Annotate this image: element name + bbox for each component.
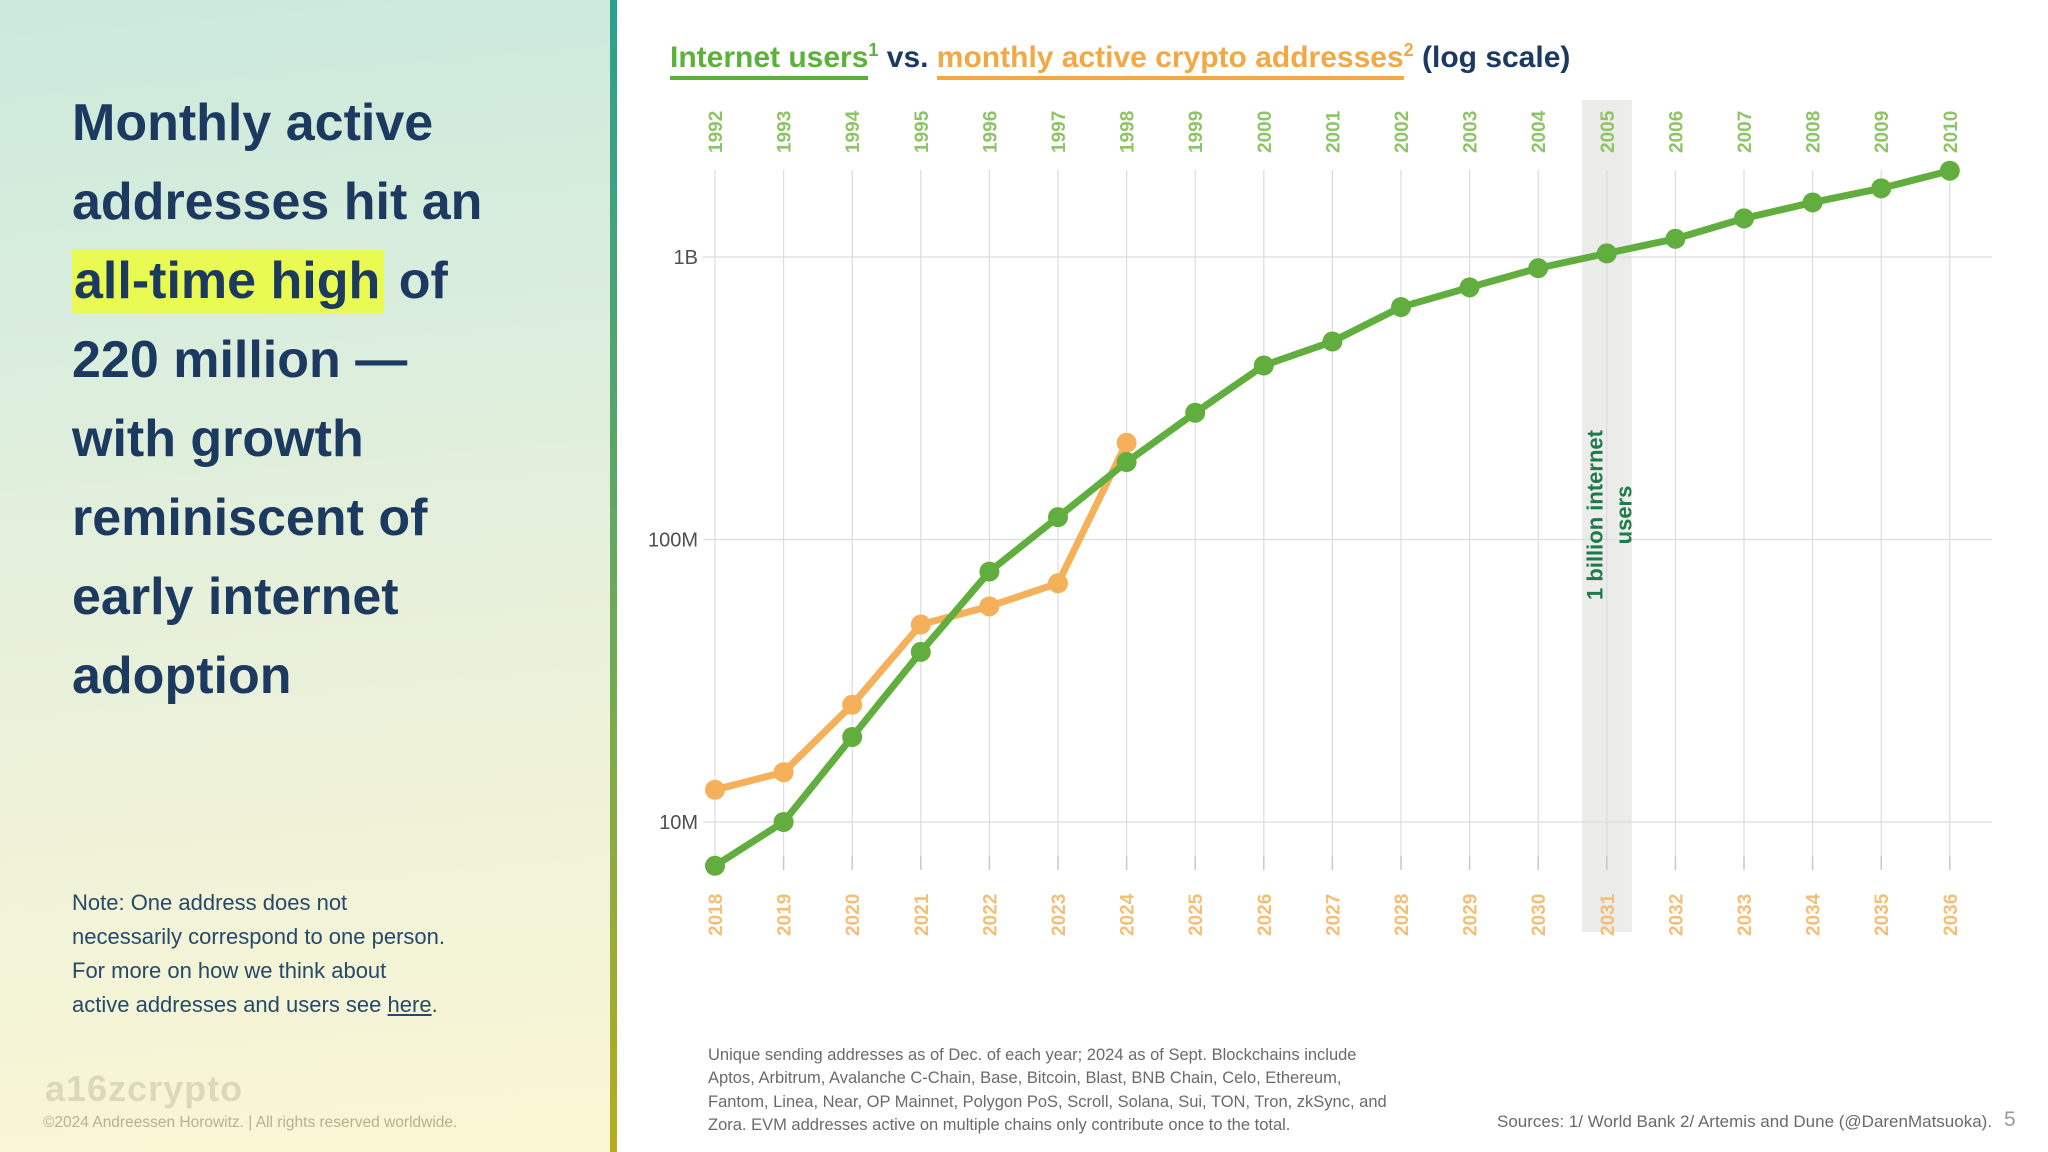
sources-line: Sources: 1/ World Bank 2/ Artemis and Du… [1497, 1112, 1993, 1131]
internet-users-point [910, 641, 931, 662]
monthly-active-crypto-addresses-point [979, 596, 1000, 617]
internet-users-point [1391, 297, 1411, 318]
internet-users-point [1596, 243, 1617, 264]
chart-title-crypto-addresses: monthly active crypto addresses [936, 41, 1404, 80]
internet-users-point [773, 812, 794, 832]
year-label-bottom: 2028 [1392, 894, 1413, 936]
year-label-top: 2004 [1529, 110, 1550, 153]
headline: Monthly active addresses hit an all-time… [72, 84, 582, 716]
year-label-bottom: 2018 [706, 894, 727, 936]
year-label-bottom: 2034 [1804, 893, 1825, 936]
milestone-annotation-line1: 1 billion internet [1582, 430, 1608, 600]
year-label-bottom: 2032 [1666, 894, 1687, 936]
y-axis-label: 10M [659, 812, 698, 834]
internet-users-point [842, 726, 863, 747]
year-label-top: 2005 [1598, 110, 1619, 153]
milestone-annotation-line2: users [1611, 485, 1636, 545]
year-label-top: 1996 [980, 111, 1001, 153]
year-label-bottom: 2031 [1598, 893, 1619, 936]
headline-highlight: all-time high [72, 250, 385, 315]
year-label-top: 1997 [1049, 111, 1070, 153]
internet-users-point [705, 855, 725, 876]
chart-footnote: Unique sending addresses as of Dec. of e… [708, 1046, 1387, 1135]
year-label-top: 2006 [1666, 111, 1687, 153]
milestone-annotation: 1 billion internet users [1581, 345, 1638, 685]
y-axis-label: 1B [674, 247, 698, 269]
chart-title-internet-users: Internet users [670, 41, 869, 80]
a16zcrypto-logo: a16zcrypto [45, 1068, 244, 1109]
internet-users-point [1871, 178, 1892, 199]
year-label-top: 1992 [706, 111, 727, 153]
note-text-post: . [431, 992, 438, 1018]
year-label-bottom: 2029 [1461, 894, 1482, 936]
year-label-top: 1999 [1186, 111, 1207, 153]
internet-users-point [1665, 228, 1686, 249]
note-link-here[interactable]: here [387, 992, 432, 1018]
internet-users-point [1322, 331, 1343, 352]
internet-users-point [1253, 355, 1274, 376]
year-label-top: 2000 [1255, 111, 1276, 153]
year-label-top: 2001 [1323, 110, 1344, 153]
year-label-bottom: 2020 [843, 894, 864, 936]
panel-divider [610, 0, 617, 1152]
year-label-bottom: 2022 [980, 894, 1001, 936]
note: Note: One address does not necessarily c… [72, 886, 532, 1022]
internet-users-point [1939, 160, 1960, 181]
left-panel: Monthly active addresses hit an all-time… [0, 0, 610, 1152]
internet-users-point [1528, 258, 1549, 279]
year-label-top: 1994 [843, 110, 864, 153]
year-label-top: 1993 [775, 111, 796, 153]
copyright-text: ©2024 Andreessen Horowitz. | All rights … [43, 1114, 458, 1131]
year-label-top: 2002 [1392, 111, 1413, 153]
monthly-active-crypto-addresses-point [910, 614, 931, 635]
year-label-top: 1998 [1118, 111, 1139, 153]
year-label-top: 2010 [1941, 111, 1962, 153]
year-label-bottom: 2026 [1255, 894, 1276, 936]
y-axis-label: 100M [648, 530, 698, 552]
internet-users-point [1734, 208, 1754, 229]
year-label-bottom: 2025 [1186, 893, 1207, 936]
year-label-top: 2008 [1804, 111, 1825, 153]
monthly-active-crypto-addresses-point [705, 779, 725, 800]
monthly-active-crypto-addresses-point [1048, 573, 1068, 594]
year-label-bottom: 2021 [912, 893, 933, 936]
footnote-ref-1: 1 [868, 40, 879, 60]
headline-text-post: of 220 million — with growth reminiscent… [72, 252, 448, 706]
year-label-bottom: 2027 [1323, 894, 1344, 936]
year-label-bottom: 2019 [775, 894, 796, 936]
internet-users-point [1048, 507, 1068, 528]
monthly-active-crypto-addresses-point [1116, 432, 1137, 453]
year-label-bottom: 2033 [1735, 894, 1756, 936]
year-label-bottom: 2023 [1049, 894, 1070, 936]
year-label-bottom: 2024 [1118, 893, 1139, 936]
internet-users-point [979, 561, 1000, 582]
internet-users-point [1116, 452, 1137, 473]
year-label-top: 2009 [1872, 111, 1893, 153]
chart-title: Internet users1 vs. monthly active crypt… [670, 40, 1571, 80]
footnote-ref-2: 2 [1403, 40, 1414, 60]
internet-users-point [1459, 277, 1480, 298]
monthly-active-crypto-addresses-point [773, 762, 794, 783]
internet-users-point [1802, 192, 1823, 213]
year-label-bottom: 2030 [1529, 894, 1550, 936]
page-number: 5 [2004, 1108, 2016, 1131]
monthly-active-crypto-addresses-point [842, 694, 863, 715]
year-label-top: 1995 [912, 110, 933, 153]
year-label-bottom: 2036 [1941, 894, 1962, 936]
year-label-top: 2003 [1461, 111, 1482, 153]
note-text-pre: Note: One address does not necessarily c… [72, 890, 445, 1018]
year-label-top: 2007 [1735, 111, 1756, 153]
internet-users-point [1185, 402, 1206, 423]
chart-title-vs: vs. [878, 41, 937, 74]
headline-text-pre: Monthly active addresses hit an [72, 94, 483, 232]
chart-title-log-scale: (log scale) [1413, 41, 1571, 74]
year-label-bottom: 2035 [1872, 893, 1893, 936]
